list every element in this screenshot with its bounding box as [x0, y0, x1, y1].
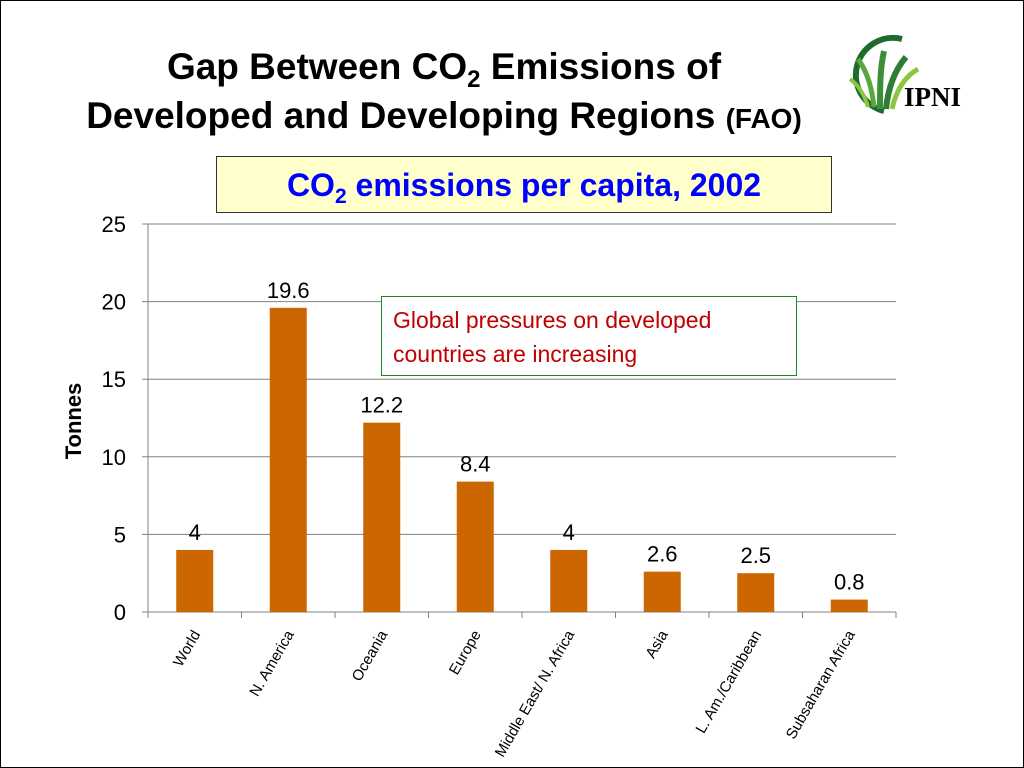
data-label-0: 4 — [189, 520, 201, 545]
slide-title-line2: Developed and Developing Regions (FAO) — [9, 94, 879, 141]
category-label-2: Oceania — [349, 627, 392, 684]
data-label-3: 8.4 — [460, 452, 491, 477]
category-label-5: Asia — [642, 627, 672, 661]
data-label-4: 4 — [563, 520, 575, 545]
y-tick-label: 15 — [102, 367, 126, 392]
slide-title-pre: Gap Between CO — [166, 46, 468, 87]
bar-0 — [176, 549, 214, 612]
category-label-0: World — [170, 628, 204, 670]
annotation-line2: countries are increasing — [393, 341, 638, 367]
y-tick-label: 10 — [102, 445, 126, 470]
y-tick-label: 5 — [114, 522, 126, 547]
data-label-2: 12.2 — [360, 393, 403, 418]
annotation-box: Global pressures on developed countries … — [381, 296, 797, 376]
category-label-7: Subsaharan Africa — [783, 627, 859, 742]
slide-title-post: Emissions of — [480, 46, 722, 87]
chart-title-box: CO2 emissions per capita, 2002 — [216, 156, 832, 213]
bar-5 — [643, 571, 681, 612]
ipni-grass-logo-icon — [848, 34, 920, 114]
slide-title-subscript: 2 — [467, 66, 481, 93]
bar-3 — [456, 481, 494, 612]
data-label-5: 2.6 — [647, 542, 678, 567]
category-label-3: Europe — [446, 628, 485, 678]
y-tick-label: 20 — [102, 290, 126, 315]
bar-2 — [363, 422, 401, 612]
data-label-6: 2.5 — [740, 543, 771, 568]
bar-4 — [550, 549, 588, 612]
category-label-1: N. America — [246, 627, 298, 700]
bar-1 — [269, 307, 307, 612]
ipni-logo-text: IPNI — [904, 82, 962, 112]
chart-title-pre: CO — [286, 167, 335, 203]
chart-title-post: emissions per capita, 2002 — [346, 167, 762, 203]
y-tick-label: 25 — [102, 212, 126, 237]
annotation-line1: Global pressures on developed — [393, 307, 712, 333]
slide-title-line1: Gap Between CO2 Emissions of — [9, 45, 879, 102]
data-label-7: 0.8 — [834, 570, 865, 595]
y-axis-label: Tonnes — [61, 383, 86, 460]
chart-title-subscript: 2 — [334, 185, 347, 208]
category-label-6: L. Am./Caribbean — [693, 628, 766, 737]
data-label-1: 19.6 — [267, 278, 310, 303]
category-label-4: Middle East/ N. Africa — [492, 627, 579, 760]
chart-title: CO2 emissions per capita, 2002 — [217, 166, 831, 216]
y-tick-label: 0 — [114, 600, 126, 625]
bar-6 — [737, 573, 775, 612]
slide-title-main: Developed and Developing Regions — [86, 95, 716, 136]
bar-7 — [830, 599, 868, 612]
slide-title-source: (FAO) — [725, 103, 802, 134]
